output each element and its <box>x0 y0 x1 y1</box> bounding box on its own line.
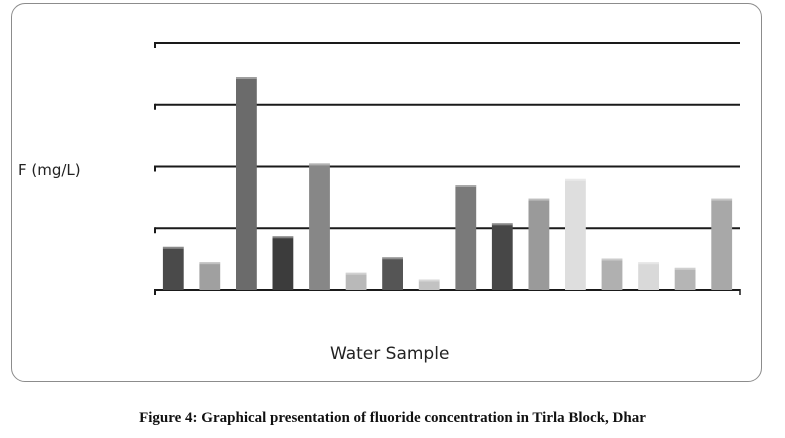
bar <box>638 262 659 290</box>
bar-highlight <box>418 279 440 282</box>
figure-caption: Figure 4: Graphical presentation of fluo… <box>139 410 646 426</box>
y-axis-label: F (mg/L) <box>18 161 81 179</box>
bar-highlight <box>455 185 477 187</box>
bar-highlight <box>199 262 221 265</box>
bar-highlight <box>711 198 733 201</box>
bar-highlight <box>382 257 403 260</box>
chart-frame <box>11 3 762 382</box>
bar <box>711 198 733 290</box>
bar-highlight <box>309 163 330 166</box>
x-axis-label: Water Sample <box>330 344 450 364</box>
bar <box>382 257 403 290</box>
bar <box>309 163 330 290</box>
bar <box>199 262 221 290</box>
bar-highlight <box>674 267 696 270</box>
bar <box>272 236 294 290</box>
bar-highlight <box>528 198 550 201</box>
bar <box>528 198 550 290</box>
bar-highlight <box>638 262 659 265</box>
bar <box>674 267 696 290</box>
bar-highlight <box>272 236 294 239</box>
bar-highlight <box>565 178 586 181</box>
bar-highlight <box>162 246 184 249</box>
bar <box>491 223 513 290</box>
bar-highlight <box>236 77 257 79</box>
bar <box>236 77 257 290</box>
bar <box>455 185 477 290</box>
bar <box>565 178 586 290</box>
bar <box>345 272 367 290</box>
bar <box>418 279 440 290</box>
bar-highlight <box>601 258 623 261</box>
bar-highlight <box>491 223 513 226</box>
bar-highlight <box>345 272 367 275</box>
bar <box>162 246 184 290</box>
bar <box>601 258 623 290</box>
